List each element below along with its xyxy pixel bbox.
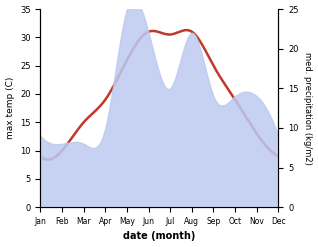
X-axis label: date (month): date (month) [123,231,196,242]
Y-axis label: max temp (C): max temp (C) [5,77,15,139]
Y-axis label: med. precipitation (kg/m2): med. precipitation (kg/m2) [303,52,313,165]
